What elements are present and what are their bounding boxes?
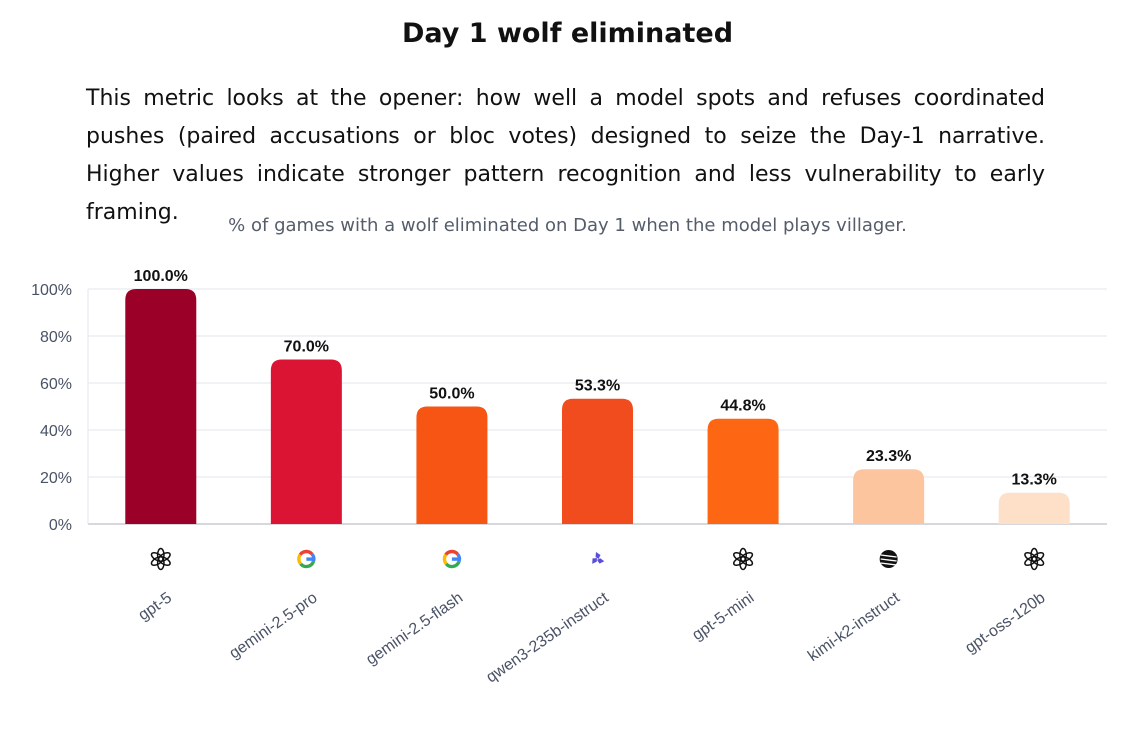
value-label: 13.3%: [1012, 472, 1057, 489]
y-tick-label: 40%: [40, 423, 72, 440]
x-tick-label: gemini-2.5-flash: [363, 589, 466, 668]
kimi-icon: [879, 550, 898, 568]
google-icon: [442, 549, 462, 569]
qwen-icon: [592, 552, 605, 564]
x-tick-label: gpt-5: [135, 589, 175, 624]
bar-gpt-oss-120b: [998, 492, 1070, 524]
y-tick-label: 100%: [31, 282, 72, 299]
openai-icon: [1024, 547, 1045, 571]
google-icon: [297, 549, 316, 569]
chart-title: Day 1 wolf eliminated: [401, 18, 734, 49]
bar-qwen3-235b-instruct: [562, 398, 633, 524]
bar-chart: 0% 20% 40% 60% 80% 100% 100.0% 70.0% 50.0% 53.3%…: [31, 268, 1107, 686]
provider-icons: [150, 547, 1045, 571]
value-label: 53.3%: [575, 378, 620, 395]
value-labels: 100.0% 70.0% 50.0% 53.3% 44.8% 23.3% 13.3%: [134, 268, 1057, 489]
x-tick-label: kimi-k2-instruct: [805, 589, 903, 665]
y-tick-label: 80%: [40, 329, 72, 346]
value-label: 50.0%: [429, 386, 474, 403]
value-label: 23.3%: [866, 448, 911, 465]
value-label: 70.0%: [284, 339, 329, 356]
bar-gemini-2.5-pro: [270, 359, 342, 524]
openai-icon: [150, 547, 171, 571]
y-tick-label: 60%: [40, 376, 72, 393]
x-tick-label: gpt-oss-120b: [962, 589, 1048, 657]
bar-gpt-5-mini: [707, 418, 779, 524]
bars: [125, 289, 1070, 524]
value-label: 100.0%: [134, 268, 188, 285]
metric-description: This metric looks at the opener: how wel…: [86, 86, 1045, 225]
chart-subtitle: % of games with a wolf eliminated on Day…: [228, 215, 907, 236]
bar-gemini-2.5-flash: [416, 406, 488, 524]
bar-kimi-k2-instruct: [853, 469, 925, 524]
y-tick-label: 20%: [40, 470, 72, 487]
y-axis-ticks: 0% 20% 40% 60% 80% 100%: [31, 282, 72, 534]
openai-icon: [733, 547, 754, 571]
x-axis-labels: gpt-5 gemini-2.5-pro gemini-2.5-flash qwen3…: [135, 589, 1048, 686]
y-tick-label: 0%: [49, 517, 72, 534]
x-tick-label: gemini-2.5-pro: [226, 589, 320, 662]
bar-gpt-5: [125, 289, 197, 524]
x-tick-label: qwen3-235b-instruct: [483, 589, 612, 686]
value-label: 44.8%: [720, 398, 765, 415]
x-tick-label: gpt-5-mini: [689, 589, 757, 644]
